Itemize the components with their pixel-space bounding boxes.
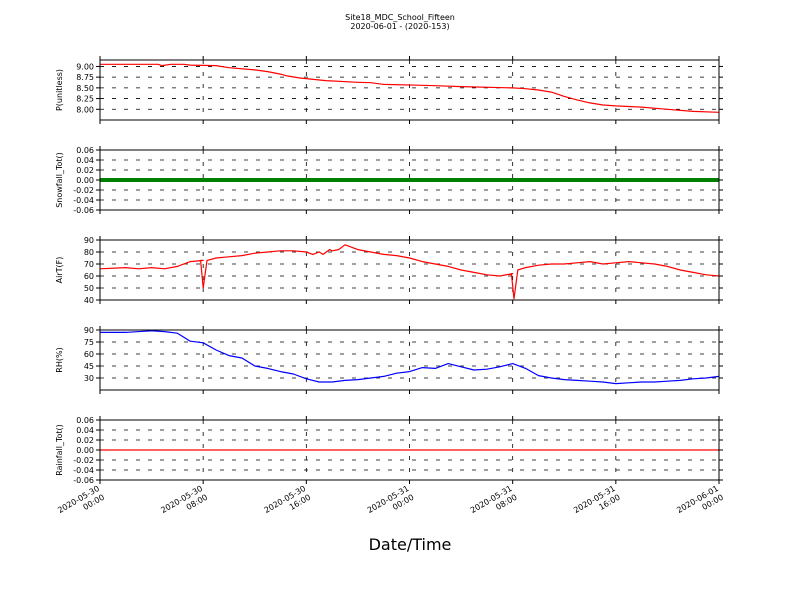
panel-frame [99, 329, 720, 391]
y-tick-label: -0.06 [73, 476, 94, 485]
y-tick-label: 9.00 [76, 62, 94, 71]
panel-frame [99, 59, 720, 121]
panel-frame [99, 149, 720, 211]
y-axis-label: Rainfall_Tot() [55, 424, 64, 476]
panel-3: 40 50 60 70 80 90 AirT(F) [55, 236, 723, 305]
panel-frame [99, 239, 720, 301]
panels-group: 8.008.258.508.759.00P(unitless)-0.06-0.0… [55, 56, 723, 485]
y-tick-label: 70 [84, 260, 94, 269]
y-tick-label: 0.04 [76, 426, 94, 435]
series-line [100, 63, 720, 113]
x-axis-label: Date/Time [369, 535, 452, 554]
y-tick-label: 75 [84, 338, 94, 347]
y-axis-label: Snowfall_Tot() [55, 152, 64, 208]
y-axis-label: RH(%) [55, 347, 64, 372]
chart-title: Site18_MDC_School_Fifteen [345, 13, 455, 22]
y-tick-label: 0.06 [76, 416, 94, 425]
y-tick-label: -0.06 [73, 206, 94, 215]
y-tick-label: 60 [84, 350, 94, 359]
y-tick-label: -0.04 [73, 466, 94, 475]
y-tick-label: 0.06 [76, 146, 94, 155]
panel-frame [99, 419, 720, 481]
y-tick-label: 0.02 [76, 436, 94, 445]
y-tick-label: 8.00 [76, 105, 94, 114]
panel-1: 8.008.25 8.50 8.75 9.00 P(unitless) [55, 56, 723, 124]
y-tick-label: 90 [84, 236, 94, 245]
y-tick-label: 40 [84, 296, 94, 305]
y-tick-label: 8.25 [76, 95, 94, 104]
y-tick-label: 60 [84, 272, 94, 281]
y-tick-label: 0.02 [76, 166, 94, 175]
y-axis-label: AirT(F) [55, 257, 64, 284]
panel-4: 30 45 60 75 90 RH(%) [55, 326, 723, 394]
panel-5: -0.06-0.04-0.020.000.020.040.06 Rainfall_… [55, 416, 723, 485]
y-tick-label: -0.02 [73, 186, 94, 195]
panel-2: -0.06-0.04-0.020.000.020.040.06 Snowfall_… [55, 146, 723, 215]
y-tick-label: 80 [84, 248, 94, 257]
series-line [100, 330, 720, 385]
y-tick-label: 0.04 [76, 156, 94, 165]
y-tick-label: 90 [84, 326, 94, 335]
y-tick-label: -0.02 [73, 456, 94, 465]
y-tick-label: 8.50 [76, 84, 94, 93]
y-tick-label: 0.00 [76, 176, 94, 185]
y-tick-label: -0.04 [73, 196, 94, 205]
y-tick-label: 30 [84, 374, 94, 383]
y-tick-label: 50 [84, 284, 94, 293]
y-tick-label: 8.75 [76, 73, 94, 82]
y-tick-label: 0.00 [76, 446, 94, 455]
chart-subtitle: 2020-06-01 - (2020-153) [350, 22, 449, 31]
y-axis-label: P(unitless) [55, 69, 64, 111]
series-line [99, 244, 720, 300]
y-tick-label: 45 [84, 362, 94, 371]
